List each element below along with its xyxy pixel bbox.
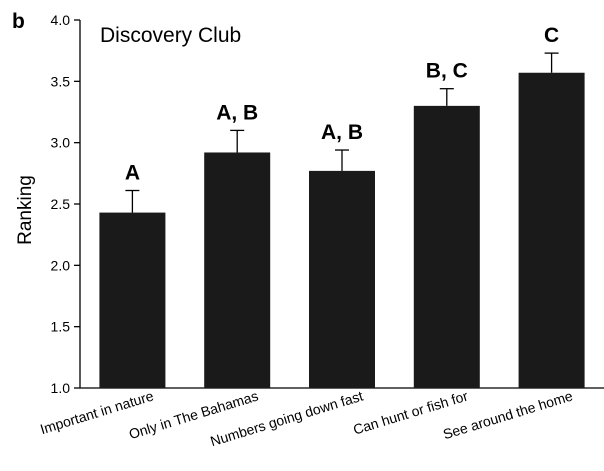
y-tick-label: 3.0 [51, 135, 71, 151]
y-tick-label: 1.5 [51, 319, 71, 335]
bar [309, 170, 375, 388]
y-axis-label: Ranking [15, 175, 36, 245]
y-tick-label: 1.0 [51, 380, 71, 396]
significance-label: C [544, 24, 559, 47]
significance-label: A [125, 162, 140, 185]
bar [413, 105, 480, 388]
panel-label: b [12, 10, 25, 33]
y-tick-label: 3.5 [51, 73, 71, 89]
significance-label: A, B [321, 121, 363, 144]
bar [99, 212, 166, 388]
y-tick-label: 2.5 [51, 196, 71, 212]
chart-title: Discovery Club [100, 24, 241, 47]
y-tick-label: 4.0 [51, 12, 71, 28]
bar [204, 152, 271, 388]
bar [518, 72, 585, 388]
y-tick-label: 2.0 [51, 257, 71, 273]
significance-label: B, C [426, 60, 468, 83]
significance-label: A, B [216, 101, 258, 124]
